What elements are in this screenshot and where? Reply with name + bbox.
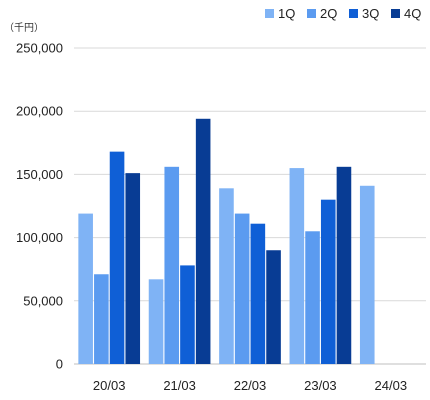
y-tick-label: 100,000 <box>16 230 63 245</box>
x-tick-label: 22/03 <box>234 378 267 393</box>
x-axis-ticks: 20/03 21/03 22/03 23/03 24/03 <box>93 378 407 393</box>
bar-3q-20-03 <box>109 151 125 364</box>
legend-swatch-1q <box>265 9 274 18</box>
bar-1q-24-03 <box>359 185 375 364</box>
legend-label-4q: 4Q <box>404 6 421 21</box>
bar-1q-20-03 <box>78 213 93 364</box>
y-tick-label: 250,000 <box>16 41 63 56</box>
bar-2q-21-03 <box>164 166 180 364</box>
legend-label-2q: 2Q <box>320 6 337 21</box>
x-tick-label: 20/03 <box>93 378 126 393</box>
bar-3q-21-03 <box>180 265 195 364</box>
bar-2q-22-03 <box>234 213 250 364</box>
bar-4q-22-03 <box>266 250 281 364</box>
y-axis-unit-label: （千円） <box>4 22 44 34</box>
y-tick-label: 0 <box>56 357 63 372</box>
bar-2q-20-03 <box>94 274 109 364</box>
y-axis-ticks: 0 50,000 100,000 150,000 200,000 250,000 <box>16 41 63 372</box>
legend-swatch-3q <box>349 9 358 18</box>
bars <box>78 118 375 364</box>
y-tick-label: 50,000 <box>23 293 63 308</box>
legend-swatch-2q <box>307 9 316 18</box>
bar-1q-23-03 <box>289 168 305 364</box>
legend-label-3q: 3Q <box>362 6 379 21</box>
x-tick-label: 23/03 <box>304 378 337 393</box>
bar-2q-23-03 <box>305 231 320 364</box>
bar-1q-21-03 <box>148 279 164 364</box>
x-tick-label: 24/03 <box>375 378 408 393</box>
bar-4q-21-03 <box>195 118 211 364</box>
bar-3q-22-03 <box>250 223 266 364</box>
bar-4q-23-03 <box>336 166 352 364</box>
legend: 1Q 2Q 3Q 4Q <box>265 6 421 21</box>
bar-1q-22-03 <box>219 188 234 364</box>
legend-label-1q: 1Q <box>278 6 295 21</box>
y-tick-label: 150,000 <box>16 167 63 182</box>
legend-swatch-4q <box>391 9 400 18</box>
y-tick-label: 200,000 <box>16 104 63 119</box>
bar-3q-23-03 <box>320 199 336 364</box>
x-tick-label: 21/03 <box>163 378 196 393</box>
bar-4q-20-03 <box>125 173 141 364</box>
